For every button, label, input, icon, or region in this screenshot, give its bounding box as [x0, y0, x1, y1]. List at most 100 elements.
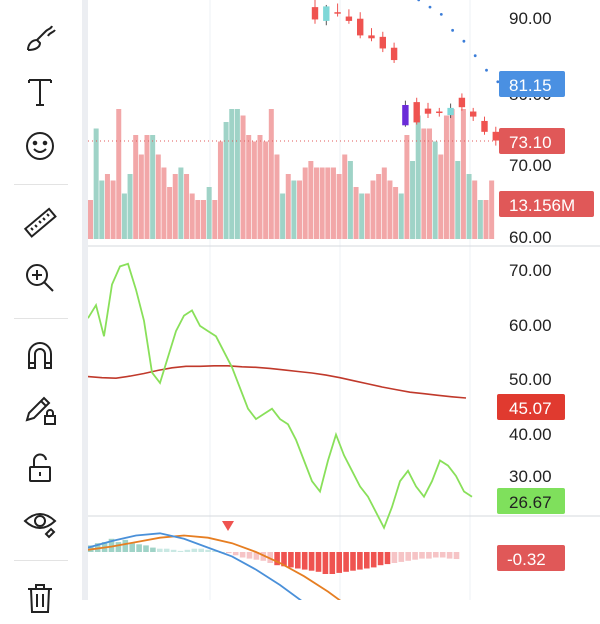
magnet-tool[interactable]: [12, 330, 68, 382]
candle-body: [311, 7, 319, 20]
histogram-bar: [122, 539, 129, 552]
volume-bar: [246, 135, 252, 239]
histogram-bar: [274, 552, 280, 566]
volume-bar: [427, 128, 432, 239]
histogram-bar: [281, 552, 287, 567]
volume-bar: [466, 174, 472, 239]
volume-bar: [489, 180, 495, 239]
rsi-ma-text: 45.07: [509, 399, 552, 418]
lock-drawings-tool[interactable]: [12, 384, 68, 436]
histogram-bar: [205, 549, 211, 552]
volume-text: 13.156M: [509, 196, 575, 215]
volume-bar: [240, 115, 246, 239]
histogram-bar: [350, 552, 356, 571]
volume-bar: [138, 154, 144, 239]
sar-dot: [417, 0, 421, 2]
histogram-bar: [198, 548, 204, 552]
sar-dot: [451, 28, 454, 32]
candle-body: [413, 102, 420, 123]
histogram-bar: [267, 552, 273, 563]
sar-dot: [496, 80, 500, 84]
panel-splitter[interactable]: [82, 0, 88, 600]
rsi-line: [88, 262, 473, 531]
volume-bar: [393, 187, 399, 239]
histogram-bar: [191, 548, 198, 552]
hide-drawings-tool[interactable]: [12, 496, 68, 548]
sar-dot: [485, 68, 488, 72]
volume-bar: [297, 180, 303, 239]
histogram-bar: [308, 552, 315, 571]
rsi-axis-label: 40.00: [509, 425, 552, 444]
histogram-bar: [143, 545, 149, 552]
histogram-bar: [426, 552, 432, 559]
volume-bar: [314, 167, 319, 239]
histogram-bar: [384, 552, 391, 565]
volume-bars: [88, 109, 495, 239]
volume-bar: [217, 141, 223, 239]
zoom-tool[interactable]: [12, 252, 68, 304]
pencil-lock-icon: [25, 396, 56, 425]
rsi-ma-badge: 45.07: [497, 394, 565, 420]
blue-value-text: 81.15: [509, 76, 552, 95]
eye-icon: [23, 513, 57, 539]
histogram-bar: [391, 552, 398, 563]
candle-body: [481, 120, 488, 132]
candle-body: [334, 12, 341, 14]
volume-bar: [472, 180, 478, 239]
volume-bar: [93, 128, 99, 239]
price-axis-label: 70.00: [509, 156, 552, 175]
histogram-bar: [170, 549, 177, 552]
volume-bar: [330, 167, 336, 239]
volume-bar: [201, 200, 206, 239]
volume-bar: [483, 200, 489, 239]
histogram-bar: [129, 543, 135, 552]
volume-bar: [195, 200, 201, 239]
volume-bar: [415, 115, 421, 239]
histogram-bar: [377, 552, 384, 566]
candle-body: [379, 36, 386, 49]
histogram-bar: [336, 552, 342, 573]
volume-bar: [223, 122, 229, 239]
rsi-axis-label: 50.00: [509, 370, 552, 389]
histogram-bar: [239, 552, 246, 558]
volume-bar: [144, 135, 150, 239]
last-price-text: 73.10: [509, 133, 552, 152]
histogram-bar: [163, 548, 170, 552]
histogram-bar: [150, 547, 156, 552]
histogram-bar: [177, 550, 184, 552]
volume-bar: [410, 161, 416, 239]
text-tool[interactable]: [12, 66, 68, 118]
volume-bar: [387, 180, 393, 239]
volume-bar: [325, 167, 331, 239]
emoji-tool[interactable]: [12, 120, 68, 172]
histogram-bar: [405, 552, 411, 561]
text-icon: [28, 79, 52, 106]
volume-bar: [421, 128, 427, 239]
volume-bar: [438, 154, 444, 239]
rsi-ma-line: [88, 364, 467, 399]
histogram-bar: [288, 552, 294, 568]
brush-tool[interactable]: [12, 12, 68, 64]
smiley-icon: [26, 132, 54, 160]
magnet-icon: [28, 342, 52, 369]
grid: [209, 0, 471, 600]
candle-body: [492, 131, 499, 141]
volume-bar: [116, 109, 122, 239]
candle-body: [390, 47, 398, 61]
candle-body: [470, 111, 477, 117]
ruler-tool[interactable]: [12, 198, 68, 250]
volume-bar: [121, 193, 127, 239]
volume-bar: [308, 161, 314, 239]
macd-histogram: [88, 538, 460, 574]
volume-bar: [353, 187, 359, 239]
candle-body: [323, 6, 330, 21]
unlock-tool[interactable]: [12, 442, 68, 494]
zoom-in-icon: [26, 264, 54, 292]
volume-bar: [449, 109, 455, 239]
rsi-axis-label: 60.00: [509, 316, 552, 335]
chart-area[interactable]: 90.00 80.00 70.00 60.00 81.15 73.10 13.1…: [88, 0, 600, 600]
volume-bar: [432, 141, 438, 239]
delete-tool[interactable]: [12, 572, 68, 624]
histogram-bar: [232, 552, 239, 556]
rsi-axis-label: 30.00: [509, 467, 552, 486]
